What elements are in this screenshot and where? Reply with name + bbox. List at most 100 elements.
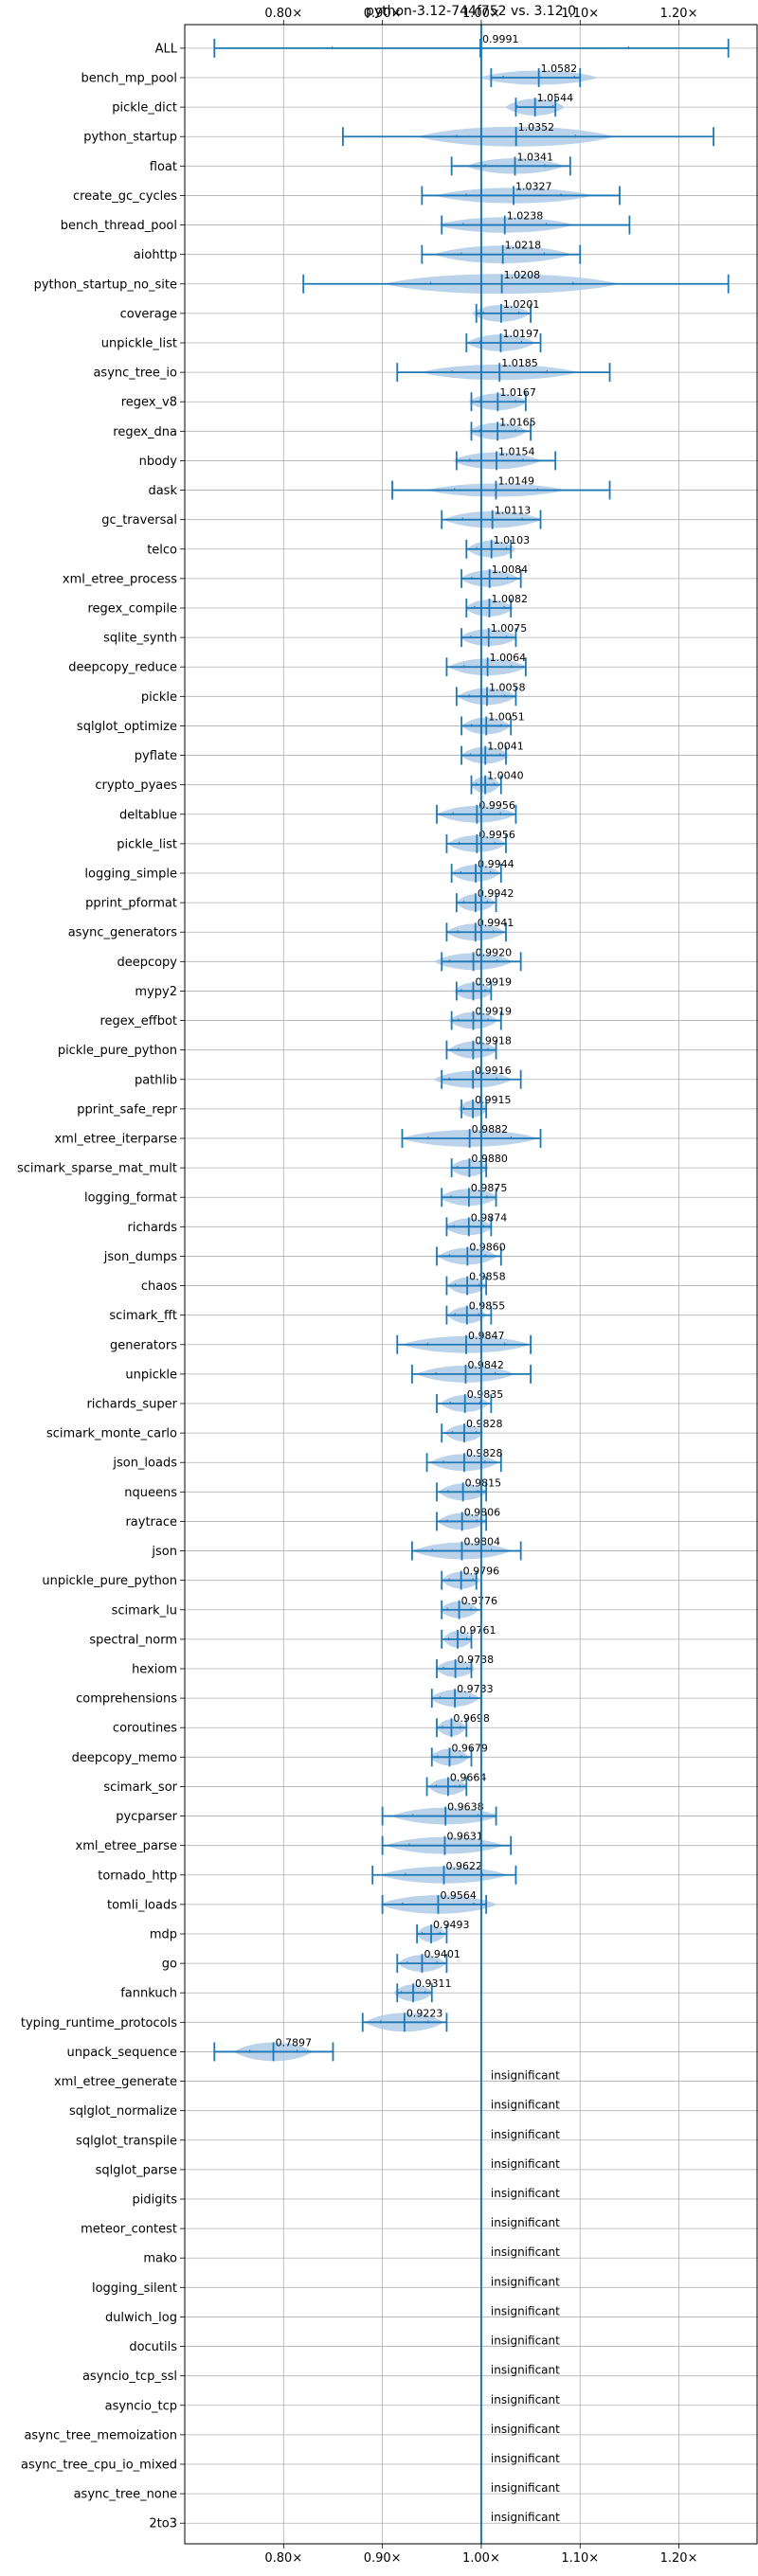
value-label: 0.9874: [471, 1211, 508, 1224]
x-tick-label-bottom: 1.10×: [561, 2551, 599, 2566]
value-label: 0.9806: [464, 1506, 501, 1518]
benchmark-label: 2to3: [149, 2517, 177, 2531]
violins: [213, 38, 730, 2062]
benchmark-label: pprint_safe_repr: [77, 1102, 177, 1117]
value-label: 0.9815: [465, 1476, 502, 1489]
value-label: 1.0218: [505, 240, 542, 252]
insignificant-label: insignificant: [491, 2511, 560, 2524]
benchmark-label: xml_etree_process: [63, 572, 177, 586]
benchmark-label: richards_super: [86, 1398, 177, 1412]
benchmark-label: async_tree_none: [74, 2488, 177, 2502]
benchmark-label: ALL: [155, 42, 178, 56]
value-label: 0.9875: [471, 1182, 507, 1194]
x-tick-label-top: 1.20×: [660, 7, 698, 21]
value-label: 0.9956: [478, 829, 515, 841]
value-label: 1.0154: [498, 445, 535, 457]
value-label: 1.0103: [494, 534, 531, 546]
insignificant-label: insignificant: [491, 2393, 560, 2406]
benchmark-label: regex_dna: [113, 425, 177, 439]
benchmark-label: generators: [110, 1338, 177, 1352]
value-label: 1.0208: [504, 269, 541, 281]
benchmark-label: meteor_contest: [81, 2223, 177, 2237]
benchmark-label: sqlite_synth: [103, 632, 177, 646]
benchmark-label: regex_effbot: [99, 1014, 177, 1029]
benchmark-label: float: [150, 160, 177, 174]
benchmark-label: sqlglot_optimize: [77, 720, 177, 734]
value-label: 1.0082: [491, 593, 528, 605]
value-label: 0.9847: [468, 1330, 505, 1342]
benchmark-label: pickle_pure_python: [58, 1044, 177, 1058]
insignificant-label: insignificant: [491, 2304, 560, 2317]
value-label: 0.9918: [475, 1035, 511, 1047]
value-label: 0.9828: [466, 1418, 502, 1430]
benchmark-label: unpickle: [125, 1368, 177, 1382]
benchmark-label: asyncio_tcp: [105, 2399, 177, 2413]
value-label: 0.9761: [460, 1624, 496, 1637]
value-label: 1.0064: [490, 652, 527, 664]
value-label: 1.0201: [503, 298, 540, 311]
insignificant-label: insignificant: [491, 2128, 560, 2141]
benchmark-label: tomli_loads: [107, 1898, 177, 1912]
benchmark-label: dask: [148, 484, 177, 498]
value-label: 1.0327: [515, 180, 552, 192]
value-label: 0.9679: [451, 1742, 487, 1754]
insignificant-label: insignificant: [491, 2157, 560, 2171]
value-label: 0.9631: [446, 1831, 483, 1843]
benchmark-label: gc_traversal: [101, 513, 177, 528]
value-label: 1.0149: [497, 475, 534, 488]
benchmark-label: tornado_http: [98, 1869, 177, 1883]
value-label: 0.9920: [476, 946, 512, 958]
benchmark-label: richards: [128, 1221, 178, 1235]
x-tick-label-bottom: 0.90×: [364, 2551, 402, 2566]
insignificant-label: insignificant: [491, 2099, 560, 2112]
benchmark-label: fannkuch: [120, 1987, 177, 2001]
x-tick-label-top: 1.10×: [561, 7, 599, 21]
benchmark-label: deepcopy: [117, 956, 177, 970]
x-tick-label-bottom: 1.00×: [462, 2551, 500, 2566]
value-label: 0.9311: [415, 1977, 452, 1990]
benchmark-label: python_startup_no_site: [34, 277, 177, 292]
benchmark-label: xml_etree_iterparse: [54, 1133, 177, 1147]
value-label: 0.9919: [475, 1006, 512, 1018]
benchmark-label: mypy2: [135, 985, 177, 999]
benchmark-label: unpack_sequence: [66, 2046, 177, 2060]
benchmark-label: xml_etree_generate: [54, 2075, 177, 2089]
benchmark-label: json: [151, 1545, 177, 1559]
value-label: 0.9882: [472, 1123, 509, 1136]
chart-title: python-3.12-744f752 vs. 3.12.0: [366, 4, 576, 19]
benchmark-label: raytrace: [125, 1515, 177, 1530]
insignificant-label: insignificant: [491, 2364, 560, 2377]
axes: 0.80× 0.80× 0.90× 0.90× 1.00× 1.00× 1.10× 1.10×…: [180, 7, 758, 2566]
value-label: 0.9956: [478, 799, 515, 812]
insignificant-label: insignificant: [491, 2245, 560, 2259]
value-label: 0.9855: [469, 1300, 506, 1313]
value-label: 1.0075: [491, 622, 528, 635]
benchmark-label: logging_simple: [84, 868, 177, 882]
benchmark-label: pathlib: [135, 1073, 177, 1087]
benchmark-label: mako: [143, 2252, 177, 2266]
insignificant-label: insignificant: [491, 2187, 560, 2200]
value-label: 0.9698: [453, 1712, 490, 1725]
value-label: 1.0341: [517, 151, 554, 163]
benchmark-label: sqlglot_normalize: [69, 2104, 177, 2119]
value-label: 0.9860: [469, 1241, 506, 1253]
value-label: 0.9738: [458, 1654, 494, 1666]
benchmark-label: bench_mp_pool: [81, 72, 177, 86]
benchmark-label: async_tree_cpu_io_mixed: [21, 2459, 177, 2473]
value-label: 0.9916: [475, 1064, 511, 1077]
insignificant-label: insignificant: [491, 2275, 560, 2288]
benchmark-label: scimark_sor: [103, 1780, 177, 1795]
value-label: 0.9919: [475, 975, 512, 988]
insignificant-label: insignificant: [491, 2069, 560, 2083]
benchmark-label: aiohttp: [134, 248, 177, 262]
value-label: 1.0040: [487, 770, 524, 782]
value-label: 0.9401: [424, 1948, 460, 1960]
value-label: 1.0051: [488, 710, 525, 723]
value-label: 1.0352: [518, 121, 555, 134]
benchmark-label: async_generators: [68, 926, 178, 940]
value-label: 0.9622: [446, 1860, 483, 1872]
benchmark-label: sqlglot_parse: [96, 2163, 177, 2177]
value-label: 0.9493: [433, 1919, 470, 1931]
value-label: 0.9991: [482, 33, 519, 45]
benchmark-label: regex_v8: [121, 396, 177, 410]
